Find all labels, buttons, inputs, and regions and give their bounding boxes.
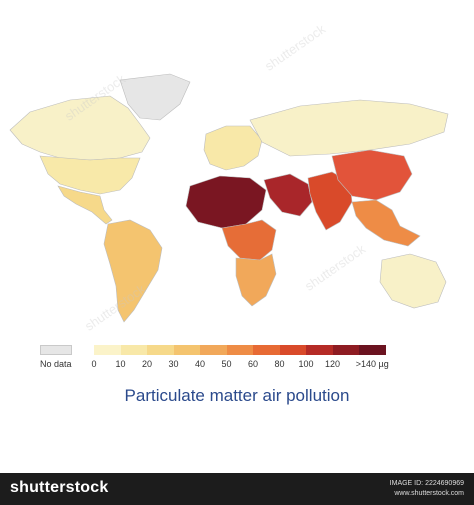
map-title: Particulate matter air pollution [124, 386, 350, 405]
region-central-africa [221, 219, 277, 261]
region-southeast-asia [351, 199, 421, 247]
legend-swatch [200, 345, 227, 355]
legend-swatch [147, 345, 174, 355]
legend-tick-label: 100 [298, 359, 314, 369]
image-id: IMAGE ID: 2224690969 [389, 480, 464, 487]
footer-bar: shutterstock IMAGE ID: 2224690969 www.sh… [0, 473, 474, 505]
footer-meta: IMAGE ID: 2224690969 www.shutterstock.co… [390, 479, 464, 499]
region-southern-africa [235, 253, 277, 307]
world-map [0, 60, 474, 340]
region-arabia [263, 173, 313, 217]
legend-tick-label: 20 [141, 359, 153, 369]
region-russia [249, 99, 449, 157]
legend-tick-label: 30 [168, 359, 179, 369]
legend: No data 0 10 20 30 40 50 60 80 100 120 >140 µg [40, 345, 440, 385]
site-url: www.shutterstock.com [394, 490, 464, 497]
region-united-states [39, 155, 141, 195]
legend-tick-label: 50 [221, 359, 232, 369]
region-australia [379, 253, 447, 309]
legend-tick-label: 0 [91, 359, 97, 369]
legend-swatch [226, 345, 253, 355]
region-europe [203, 125, 263, 171]
legend-tick-label: 10 [115, 359, 126, 369]
region-china [331, 149, 413, 201]
region-canada [9, 95, 151, 161]
legend-swatch [253, 345, 280, 355]
legend-tick-label: 120 [324, 359, 341, 369]
legend-swatch [94, 345, 121, 355]
legend-swatch [306, 345, 333, 355]
legend-tick-label: 60 [247, 359, 259, 369]
region-mexico [57, 185, 113, 225]
legend-tick-label: 80 [274, 359, 285, 369]
legend-swatch [173, 345, 200, 355]
legend-tick-label: 40 [194, 359, 206, 369]
legend-no-data-label: No data [40, 359, 72, 369]
legend-ticks: 0 10 20 30 40 50 60 80 100 120 >140 µg [91, 359, 434, 371]
legend-swatch [120, 345, 147, 355]
legend-tick-label: >140 µg [355, 359, 389, 369]
region-sahara [185, 175, 267, 229]
region-south-america [103, 219, 163, 323]
legend-color-bar [94, 345, 386, 355]
region-greenland [119, 73, 191, 121]
legend-swatch [332, 345, 359, 355]
legend-swatch [359, 345, 386, 355]
legend-no-data-swatch [40, 345, 72, 355]
brand-logo: shutterstock [10, 479, 109, 496]
legend-swatch [279, 345, 306, 355]
